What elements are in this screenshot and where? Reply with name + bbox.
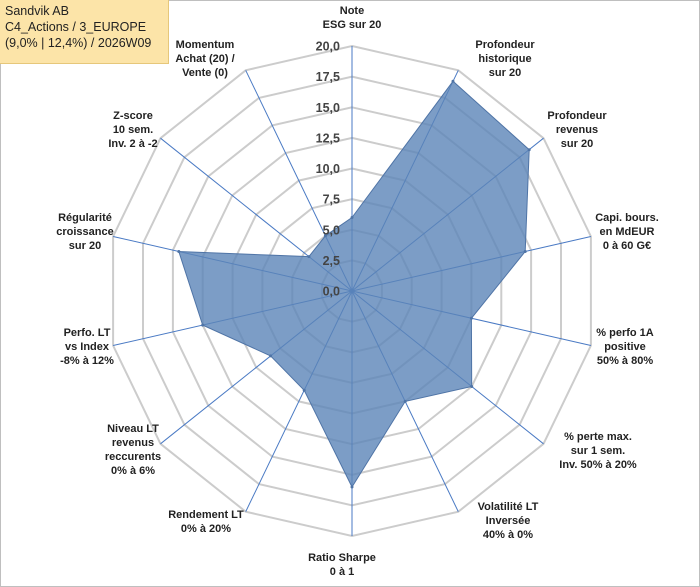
axis-label-3: Capi. bours. en MdEUR 0 à 60 G€ — [595, 212, 659, 252]
axis-label-line: Achat (20) / — [175, 53, 234, 65]
axis-label-line: Rendement LT — [168, 509, 244, 521]
axis-label-line: croissance — [56, 226, 113, 238]
axis-label-line: Profondeur — [547, 110, 607, 122]
axis-label-line: Inv. 2 à -2 — [108, 138, 157, 150]
axis-label-line: Momentum — [176, 39, 235, 51]
tick-label: 0,0 — [323, 285, 340, 299]
axis-label-line: % perte max. — [564, 431, 632, 443]
axis-label-13: Momentum Achat (20) / Vente (0) — [175, 39, 234, 79]
data-point-13 — [323, 234, 327, 238]
tick-label: 20,0 — [316, 40, 340, 54]
axis-label-2: Profondeur revenus sur 20 — [547, 110, 607, 150]
axis-label-line: Profondeur — [475, 39, 535, 51]
axis-label-line: 0% à 6% — [111, 465, 155, 477]
data-point-12 — [307, 255, 311, 259]
tick-label: 10,0 — [316, 162, 340, 176]
axis-label-line: Niveau LT — [107, 423, 159, 435]
series-area-0 — [178, 80, 530, 489]
axis-label-line: revenus — [112, 437, 154, 449]
axis-label-line: positive — [604, 341, 646, 353]
info-stats: (9,0% | 12,4%) / 2026W09 — [5, 36, 152, 50]
axis-label-line: ESG sur 20 — [323, 19, 382, 31]
axis-label-0: Note ESG sur 20 — [323, 5, 382, 31]
tick-label: 12,5 — [316, 131, 340, 145]
axis-label-line: en MdEUR — [600, 226, 655, 238]
data-point-10 — [201, 323, 205, 327]
axis-label-line: Note — [340, 5, 364, 17]
data-point-4 — [469, 316, 473, 320]
data-point-3 — [523, 250, 527, 253]
info-company: Sandvik AB — [5, 4, 69, 18]
axis-label-6: Volatilité LT Inversée 40% à 0% — [478, 501, 539, 541]
axis-label-8: Rendement LT 0% à 20% — [168, 509, 244, 535]
axis-label-line: 0% à 20% — [181, 523, 231, 535]
axis-label-line: Inversée — [486, 515, 531, 527]
info-category: C4_Actions / 3_EUROPE — [5, 20, 147, 34]
axis-label-line: Inv. 50% à 20% — [559, 459, 637, 471]
radial-tick-labels: 0,0 2,5 5,0 7,5 10,0 12,5 15,0 17,5 20,0 — [316, 40, 340, 299]
axis-label-line: historique — [478, 53, 531, 65]
tick-label: 5,0 — [323, 223, 340, 237]
axis-label-line: sur 1 sem. — [571, 445, 625, 457]
axis-label-line: Vente (0) — [182, 67, 228, 79]
axis-label-line: % perfo 1A — [596, 327, 654, 339]
axis-label-4: % perfo 1A positive 50% à 80% — [596, 327, 654, 367]
tick-label: 2,5 — [323, 254, 340, 268]
axis-label-line: Régularité — [58, 212, 112, 224]
axis-label-line: sur 20 — [489, 67, 521, 79]
axis-label-7: Ratio Sharpe 0 à 1 — [308, 552, 376, 578]
data-point-0 — [350, 216, 354, 219]
axis-label-line: 10 sem. — [113, 124, 153, 136]
axis-label-line: Capi. bours. — [595, 212, 659, 224]
axis-label-10: Perfo. LT vs Index -8% à 12% — [60, 327, 114, 367]
axis-label-5: % perte max. sur 1 sem. Inv. 50% à 20% — [559, 431, 637, 471]
axis-label-line: revenus — [556, 124, 598, 136]
axis-label-line: 0 à 60 G€ — [603, 240, 651, 252]
axis-label-line: 40% à 0% — [483, 529, 533, 541]
data-point-1 — [451, 79, 455, 83]
axis-label-line: vs Index — [65, 341, 110, 353]
data-point-8 — [302, 388, 306, 392]
tick-label: 15,0 — [316, 101, 340, 115]
axis-label-1: Profondeur historique sur 20 — [475, 39, 535, 79]
axis-label-line: reccurents — [105, 451, 161, 463]
data-point-7 — [350, 485, 354, 489]
radar-series — [177, 79, 531, 489]
axis-label-line: Ratio Sharpe — [308, 552, 376, 564]
axis-label-line: sur 20 — [69, 240, 101, 252]
data-point-6 — [403, 399, 407, 403]
axis-labels: Note ESG sur 20 Profondeur historique sur 20… — [56, 5, 659, 578]
axis-label-line: Perfo. LT — [64, 327, 111, 339]
axis-label-line: Volatilité LT — [478, 501, 539, 513]
tick-label: 7,5 — [323, 193, 340, 207]
axis-label-line: 50% à 80% — [597, 355, 653, 367]
data-point-2 — [527, 148, 531, 152]
chart-info-box: Sandvik AB C4_Actions / 3_EUROPE (9,0% |… — [0, 0, 169, 64]
axis-label-11: Régularité croissance sur 20 — [56, 212, 113, 252]
axis-label-12: Z-score 10 sem. Inv. 2 à -2 — [108, 110, 157, 150]
axis-label-line: Z-score — [113, 110, 153, 122]
axis-label-line: 0 à 1 — [330, 566, 354, 578]
data-point-11 — [177, 250, 181, 253]
axis-label-9: Niveau LT revenus reccurents 0% à 6% — [105, 423, 161, 477]
data-point-5 — [470, 385, 474, 388]
tick-label: 17,5 — [316, 70, 340, 84]
axis-label-line: -8% à 12% — [60, 355, 114, 367]
axis-label-line: sur 20 — [561, 138, 593, 150]
data-point-9 — [269, 354, 273, 358]
